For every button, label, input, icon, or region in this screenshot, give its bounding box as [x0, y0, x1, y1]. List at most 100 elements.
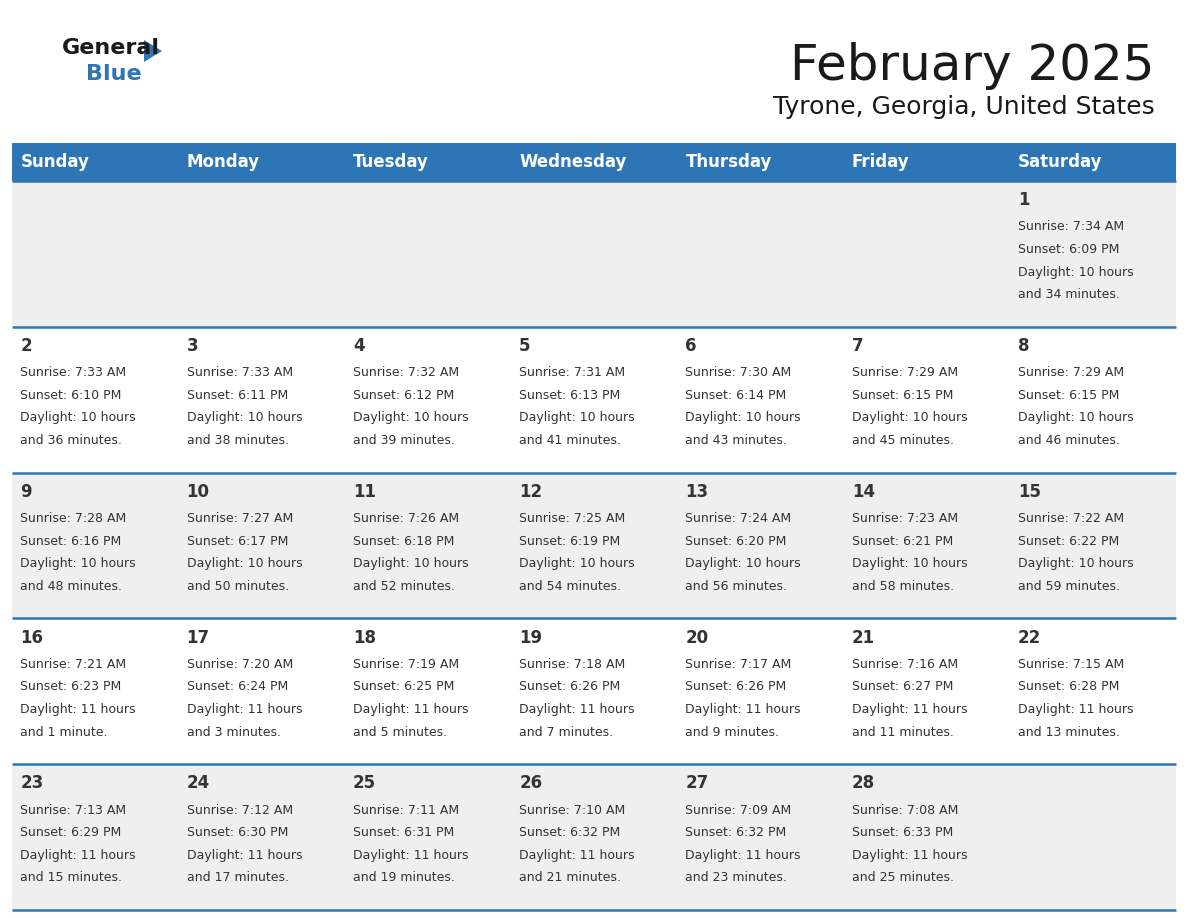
Text: Sunrise: 7:32 AM: Sunrise: 7:32 AM: [353, 366, 459, 379]
Bar: [12, 764, 1176, 910]
Text: 25: 25: [353, 775, 377, 792]
Text: Sunset: 6:26 PM: Sunset: 6:26 PM: [519, 680, 620, 693]
Text: Daylight: 10 hours: Daylight: 10 hours: [1018, 265, 1133, 278]
Text: 24: 24: [187, 775, 210, 792]
Text: and 17 minutes.: and 17 minutes.: [187, 871, 289, 884]
Text: 13: 13: [685, 483, 708, 501]
Text: Sunrise: 7:20 AM: Sunrise: 7:20 AM: [187, 658, 293, 671]
Text: 7: 7: [852, 337, 864, 355]
Text: Daylight: 11 hours: Daylight: 11 hours: [353, 849, 468, 862]
Text: Daylight: 10 hours: Daylight: 10 hours: [1018, 557, 1133, 570]
Text: Sunset: 6:22 PM: Sunset: 6:22 PM: [1018, 534, 1119, 547]
Text: Sunset: 6:27 PM: Sunset: 6:27 PM: [852, 680, 953, 693]
Text: Daylight: 10 hours: Daylight: 10 hours: [1018, 411, 1133, 424]
Text: Sunset: 6:19 PM: Sunset: 6:19 PM: [519, 534, 620, 547]
Text: 28: 28: [852, 775, 874, 792]
Text: Sunrise: 7:12 AM: Sunrise: 7:12 AM: [187, 803, 292, 817]
Text: Sunset: 6:09 PM: Sunset: 6:09 PM: [1018, 243, 1119, 256]
Text: Daylight: 10 hours: Daylight: 10 hours: [519, 557, 634, 570]
Text: Daylight: 11 hours: Daylight: 11 hours: [187, 703, 302, 716]
Text: 16: 16: [20, 629, 43, 646]
Text: Sunset: 6:28 PM: Sunset: 6:28 PM: [1018, 680, 1119, 693]
Text: Sunrise: 7:22 AM: Sunrise: 7:22 AM: [1018, 512, 1124, 525]
Text: Sunset: 6:16 PM: Sunset: 6:16 PM: [20, 534, 121, 547]
Text: Sunset: 6:30 PM: Sunset: 6:30 PM: [187, 826, 287, 839]
Text: and 21 minutes.: and 21 minutes.: [519, 871, 621, 884]
Text: Sunset: 6:10 PM: Sunset: 6:10 PM: [20, 388, 121, 402]
Text: Daylight: 10 hours: Daylight: 10 hours: [20, 411, 135, 424]
Text: and 19 minutes.: and 19 minutes.: [353, 871, 455, 884]
Text: and 9 minutes.: and 9 minutes.: [685, 725, 779, 739]
Text: Daylight: 10 hours: Daylight: 10 hours: [20, 557, 135, 570]
Text: Thursday: Thursday: [685, 153, 772, 171]
Text: Sunset: 6:32 PM: Sunset: 6:32 PM: [519, 826, 620, 839]
Text: Monday: Monday: [187, 153, 260, 171]
Text: Sunrise: 7:09 AM: Sunrise: 7:09 AM: [685, 803, 791, 817]
Text: 20: 20: [685, 629, 708, 646]
Text: Sunrise: 7:33 AM: Sunrise: 7:33 AM: [20, 366, 126, 379]
Text: Sunrise: 7:27 AM: Sunrise: 7:27 AM: [187, 512, 293, 525]
Text: Sunset: 6:15 PM: Sunset: 6:15 PM: [852, 388, 953, 402]
Text: Daylight: 10 hours: Daylight: 10 hours: [353, 557, 468, 570]
Text: Daylight: 10 hours: Daylight: 10 hours: [685, 411, 801, 424]
Text: Daylight: 10 hours: Daylight: 10 hours: [187, 411, 302, 424]
Text: Tuesday: Tuesday: [353, 153, 429, 171]
Text: Sunrise: 7:18 AM: Sunrise: 7:18 AM: [519, 658, 625, 671]
Text: 17: 17: [187, 629, 210, 646]
Text: 2: 2: [20, 337, 32, 355]
Text: Sunset: 6:17 PM: Sunset: 6:17 PM: [187, 534, 287, 547]
Text: Sunset: 6:29 PM: Sunset: 6:29 PM: [20, 826, 121, 839]
Text: 8: 8: [1018, 337, 1030, 355]
Text: 6: 6: [685, 337, 697, 355]
Text: Sunrise: 7:21 AM: Sunrise: 7:21 AM: [20, 658, 126, 671]
Text: Sunset: 6:21 PM: Sunset: 6:21 PM: [852, 534, 953, 547]
Text: Sunset: 6:24 PM: Sunset: 6:24 PM: [187, 680, 287, 693]
Text: 1: 1: [1018, 191, 1030, 209]
Text: Daylight: 11 hours: Daylight: 11 hours: [20, 703, 135, 716]
Text: Sunrise: 7:30 AM: Sunrise: 7:30 AM: [685, 366, 791, 379]
Text: and 39 minutes.: and 39 minutes.: [353, 434, 455, 447]
Text: Wednesday: Wednesday: [519, 153, 626, 171]
Text: Sunrise: 7:33 AM: Sunrise: 7:33 AM: [187, 366, 292, 379]
Text: Daylight: 10 hours: Daylight: 10 hours: [685, 557, 801, 570]
Text: Sunrise: 7:23 AM: Sunrise: 7:23 AM: [852, 512, 958, 525]
Text: and 34 minutes.: and 34 minutes.: [1018, 288, 1120, 301]
Text: and 45 minutes.: and 45 minutes.: [852, 434, 954, 447]
Text: Sunrise: 7:31 AM: Sunrise: 7:31 AM: [519, 366, 625, 379]
Text: Sunrise: 7:13 AM: Sunrise: 7:13 AM: [20, 803, 126, 817]
Text: and 5 minutes.: and 5 minutes.: [353, 725, 447, 739]
Text: February 2025: February 2025: [790, 42, 1155, 90]
Text: Sunrise: 7:11 AM: Sunrise: 7:11 AM: [353, 803, 459, 817]
Text: and 15 minutes.: and 15 minutes.: [20, 871, 122, 884]
Text: Sunday: Sunday: [20, 153, 89, 171]
Text: and 50 minutes.: and 50 minutes.: [187, 580, 289, 593]
Text: Sunrise: 7:15 AM: Sunrise: 7:15 AM: [1018, 658, 1124, 671]
Text: Sunrise: 7:26 AM: Sunrise: 7:26 AM: [353, 512, 459, 525]
Text: and 1 minute.: and 1 minute.: [20, 725, 108, 739]
Text: and 48 minutes.: and 48 minutes.: [20, 580, 122, 593]
Text: Sunset: 6:11 PM: Sunset: 6:11 PM: [187, 388, 287, 402]
Text: and 36 minutes.: and 36 minutes.: [20, 434, 122, 447]
Text: and 41 minutes.: and 41 minutes.: [519, 434, 621, 447]
Text: Sunrise: 7:24 AM: Sunrise: 7:24 AM: [685, 512, 791, 525]
Text: Daylight: 10 hours: Daylight: 10 hours: [852, 557, 967, 570]
Text: Daylight: 11 hours: Daylight: 11 hours: [519, 849, 634, 862]
Bar: [12, 143, 1176, 181]
Text: and 56 minutes.: and 56 minutes.: [685, 580, 788, 593]
Text: 12: 12: [519, 483, 542, 501]
Bar: [12, 473, 1176, 619]
Text: 18: 18: [353, 629, 375, 646]
Text: Daylight: 11 hours: Daylight: 11 hours: [852, 703, 967, 716]
Text: Daylight: 11 hours: Daylight: 11 hours: [852, 849, 967, 862]
Text: and 11 minutes.: and 11 minutes.: [852, 725, 954, 739]
Text: 11: 11: [353, 483, 375, 501]
Text: Friday: Friday: [852, 153, 909, 171]
Text: Sunset: 6:18 PM: Sunset: 6:18 PM: [353, 534, 454, 547]
Text: and 7 minutes.: and 7 minutes.: [519, 725, 613, 739]
Text: Sunrise: 7:28 AM: Sunrise: 7:28 AM: [20, 512, 127, 525]
Text: Sunset: 6:33 PM: Sunset: 6:33 PM: [852, 826, 953, 839]
Text: Daylight: 11 hours: Daylight: 11 hours: [1018, 703, 1133, 716]
Text: Sunset: 6:25 PM: Sunset: 6:25 PM: [353, 680, 454, 693]
Text: General: General: [62, 38, 160, 58]
Text: Tyrone, Georgia, United States: Tyrone, Georgia, United States: [773, 95, 1155, 119]
